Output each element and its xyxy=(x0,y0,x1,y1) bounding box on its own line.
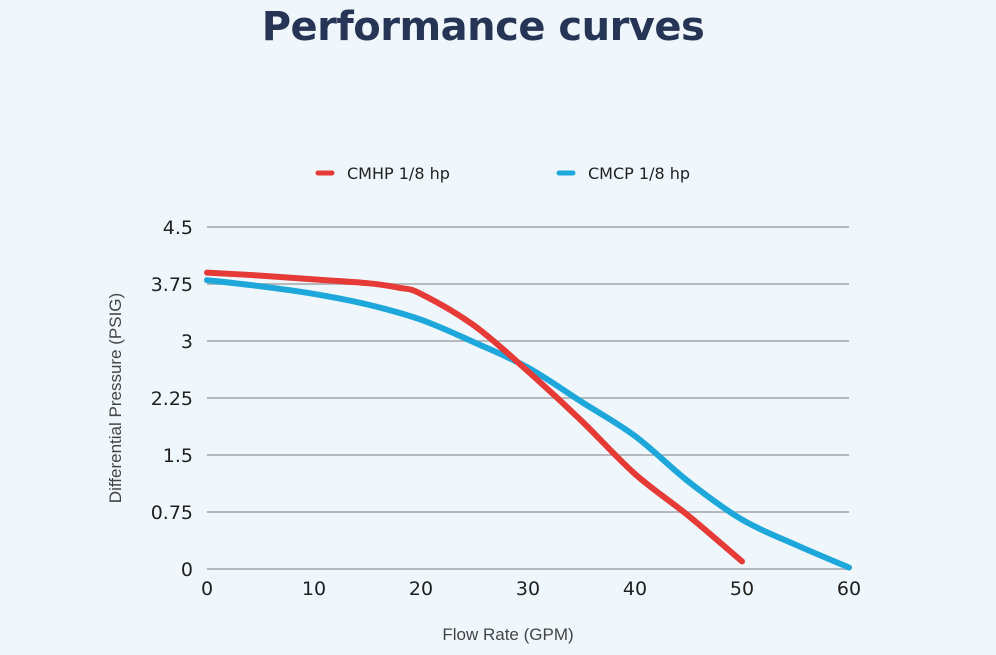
y-tick-label: 0.75 xyxy=(151,502,193,524)
y-tick-label: 3 xyxy=(181,331,193,353)
y-tick-label: 0 xyxy=(181,559,193,581)
y-tick-label: 4.5 xyxy=(163,217,193,239)
y-tick-labels: 0 0.75 1.5 2.25 3 3.75 4.5 xyxy=(151,217,193,581)
gridlines xyxy=(207,226,849,570)
y-tick-label: 2.25 xyxy=(151,388,193,410)
series-line-cmcp-1-8-hp xyxy=(204,277,852,571)
x-tick-label: 30 xyxy=(516,578,540,600)
x-tick-label: 50 xyxy=(730,578,754,600)
x-tick-label: 10 xyxy=(302,578,326,600)
series-line-cmhp-1-8-hp xyxy=(204,269,745,565)
x-tick-label: 20 xyxy=(409,578,433,600)
x-tick-label: 0 xyxy=(201,578,213,600)
y-axis-title: Differential Pressure (PSIG) xyxy=(106,293,125,503)
y-tick-label: 1.5 xyxy=(163,445,193,467)
x-tick-label: 40 xyxy=(623,578,647,600)
legend-label: CMCP 1/8 hp xyxy=(588,164,690,183)
x-tick-labels: 0 10 20 30 40 50 60 xyxy=(201,578,861,600)
legend-label: CMHP 1/8 hp xyxy=(347,164,450,183)
series-lines xyxy=(204,269,852,571)
x-axis-title: Flow Rate (GPM) xyxy=(442,625,573,644)
legend: CMHP 1/8 hp CMCP 1/8 hp xyxy=(315,164,690,183)
x-tick-label: 60 xyxy=(837,578,861,600)
page-title: Performance curves xyxy=(261,4,705,50)
y-tick-label: 3.75 xyxy=(151,274,193,296)
